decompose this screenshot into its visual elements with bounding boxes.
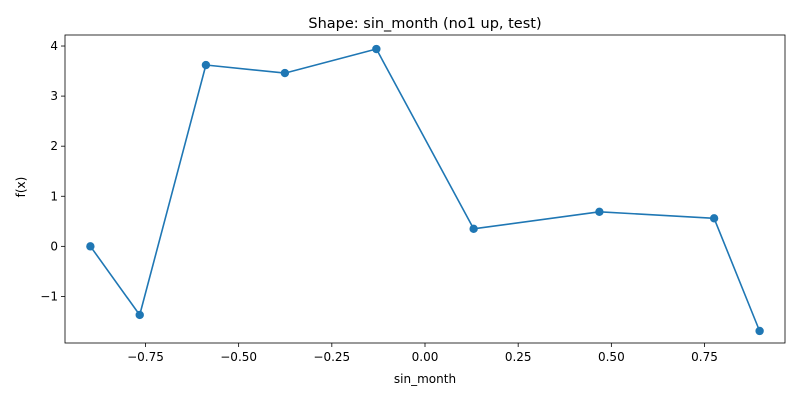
y-axis-label: f(x) [14,177,28,198]
data-point [201,60,211,70]
y-tick-label: 0 [50,239,58,253]
chart-title: Shape: sin_month (no1 up, test) [308,16,541,32]
x-tick-label: −0.50 [220,350,257,364]
data-point [709,214,719,223]
series-line [89,48,761,332]
data-point [86,242,95,251]
data-point [372,44,381,54]
x-tick-label: 0.75 [691,350,718,364]
x-tick-label: 0.25 [505,350,532,364]
y-tick-label: −1 [40,289,58,303]
x-tick-label: 0.50 [598,350,625,364]
x-tick-label: 0.00 [412,350,439,364]
y-tick-label: 1 [50,189,58,203]
data-point [755,326,764,336]
data-point [595,207,604,216]
y-tick-label: 2 [50,139,58,153]
data-point [280,68,290,78]
y-tick-label: 3 [50,89,58,103]
y-tick-label: 4 [50,39,58,53]
x-tick-label: −0.25 [313,350,350,364]
plot-area: −0.75 −0.50 −0.25 0.00 0.25 0.50 0.75 −1 0 1 2 3 4 [40,34,786,364]
data-point [469,224,478,234]
x-tick-label: −0.75 [127,350,164,364]
data-point [135,310,144,320]
x-axis-label: sin_month [394,372,456,386]
